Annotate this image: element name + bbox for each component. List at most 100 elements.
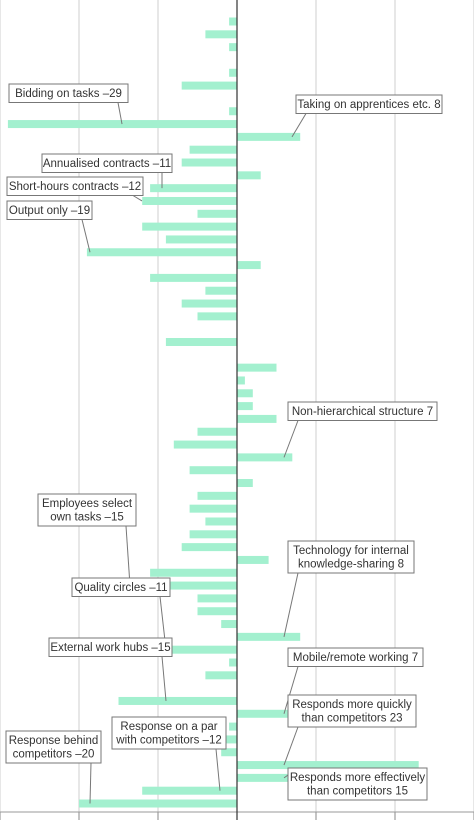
bar	[229, 722, 237, 731]
callout-leader	[81, 219, 91, 253]
bar	[237, 363, 277, 372]
callout-5: Non-hierarchical structure 7	[283, 401, 438, 458]
bar	[150, 273, 237, 282]
callout-14: Response behind competitors –20	[5, 730, 102, 804]
callout-label: Responds more quickly	[292, 699, 412, 711]
bar	[142, 222, 237, 231]
bar	[221, 620, 237, 629]
callout-label: External work hubs –15	[50, 642, 170, 654]
bar	[237, 376, 245, 385]
bar	[189, 530, 237, 539]
callout-label: Employees select	[42, 498, 133, 510]
bar	[237, 479, 253, 488]
callout-box	[41, 153, 173, 173]
bar	[118, 581, 237, 590]
callout-box	[111, 716, 227, 750]
bar	[150, 645, 237, 654]
callout-box	[287, 767, 428, 801]
bar	[197, 209, 237, 218]
callout-8: Quality circles –11	[71, 577, 171, 650]
callout-label: Response behind	[9, 735, 99, 747]
callout-leader	[125, 525, 131, 586]
bar	[237, 171, 261, 180]
callout-label: with competitors –12	[115, 735, 221, 747]
bar	[181, 299, 237, 308]
callout-box	[287, 401, 438, 421]
bar	[229, 658, 237, 667]
bar	[165, 235, 237, 244]
callout-leader	[291, 113, 307, 138]
callout-2: Annualised contracts –11	[41, 153, 173, 189]
bar	[237, 261, 261, 270]
callout-box	[6, 176, 144, 196]
callout-6: Employees select own tasks –15	[37, 493, 137, 586]
bar	[237, 402, 253, 411]
bar	[205, 286, 237, 295]
callout-label: knowledge-sharing 8	[298, 559, 404, 571]
bar	[229, 43, 237, 52]
bar	[79, 799, 237, 808]
callout-leader	[283, 420, 299, 458]
callout-label: Response on a par	[120, 721, 217, 733]
bar	[142, 786, 237, 795]
callout-13: Response on a par with competitors –12	[111, 716, 227, 791]
bar	[118, 696, 237, 705]
bar	[142, 196, 237, 205]
callout-label: than competitors 15	[307, 786, 408, 798]
bar	[237, 453, 293, 462]
bar	[197, 491, 237, 500]
bar	[189, 504, 237, 513]
callout-box	[295, 94, 443, 114]
callout-label: competitors –20	[13, 749, 95, 761]
callout-leader	[283, 726, 299, 766]
callout-label: own tasks –15	[50, 512, 124, 524]
bar	[189, 145, 237, 154]
bar	[229, 68, 237, 77]
callout-label: Short-hours contracts –12	[9, 181, 141, 193]
callout-4: Output only –19	[6, 200, 93, 253]
callout-leader	[215, 748, 221, 791]
callout-label: Non-hierarchical structure 7	[292, 406, 433, 418]
callout-label: than competitors 23	[301, 713, 402, 725]
bar	[189, 466, 237, 475]
callout-leader	[283, 572, 299, 637]
bar	[237, 389, 253, 398]
bar	[173, 440, 237, 449]
bar	[197, 594, 237, 603]
callout-9: External work hubs –15	[48, 637, 173, 702]
bar	[7, 120, 238, 129]
callout-leader	[161, 656, 167, 702]
callout-0: Bidding on tasks –29	[8, 83, 129, 125]
callout-box	[48, 637, 173, 657]
bar	[205, 30, 237, 39]
bar	[237, 632, 301, 641]
callout-leader	[283, 666, 299, 714]
bar	[181, 81, 237, 90]
bar	[197, 607, 237, 616]
callout-leader	[89, 762, 92, 804]
callout-box	[6, 200, 93, 220]
callout-label: Taking on apprentices etc. 8	[297, 99, 440, 111]
callout-box	[8, 83, 129, 103]
bar	[237, 132, 301, 141]
callout-box	[71, 577, 171, 597]
callout-label: Responds more effectively	[290, 772, 426, 784]
callout-box	[287, 540, 415, 574]
callout-label: Quality circles –11	[74, 582, 167, 594]
callout-label: Output only –19	[9, 205, 90, 217]
bar	[237, 555, 269, 564]
bar	[237, 709, 293, 718]
callout-10: Mobile/remote working 7	[283, 647, 424, 714]
callout-leader	[132, 195, 143, 202]
bar	[181, 158, 237, 167]
callout-label: Technology for internal	[293, 545, 409, 557]
callout-box	[287, 694, 417, 728]
callout-label: Bidding on tasks –29	[15, 88, 122, 100]
callout-leader	[117, 102, 123, 125]
callout-box	[5, 730, 102, 764]
callout-label: Annualised contracts –11	[43, 158, 171, 170]
bar	[229, 17, 237, 26]
callout-7: Technology for internal knowledge-sharing…	[283, 540, 415, 637]
bar	[150, 568, 237, 577]
